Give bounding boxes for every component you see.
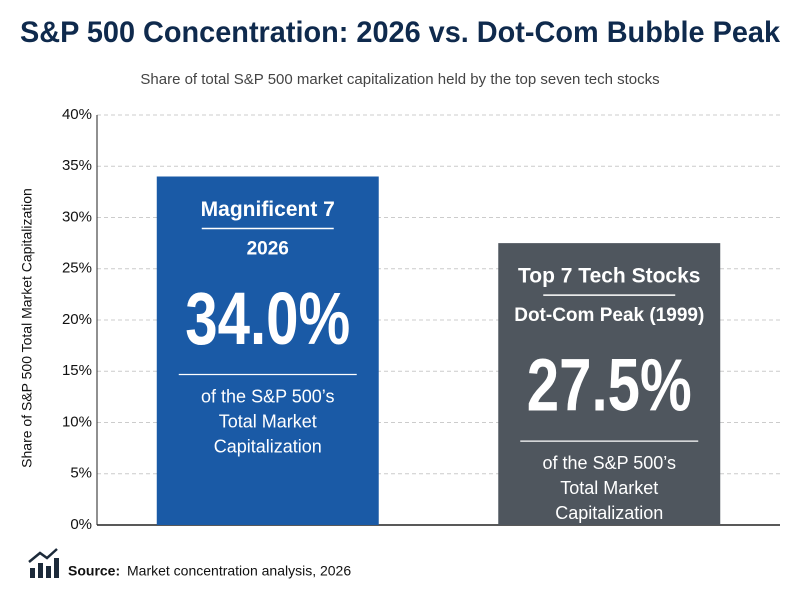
bar-name: Magnificent 7: [201, 198, 335, 221]
y-axis-title: Share of S&P 500 Total Market Capitaliza…: [19, 188, 35, 468]
y-tick-label: 20%: [62, 311, 92, 328]
bar-sublabel: Dot-Com Peak (1999): [514, 305, 704, 326]
bar-value-label: 34.0%: [185, 277, 350, 360]
y-tick-label: 40%: [62, 106, 92, 123]
y-tick-label: 15%: [62, 362, 92, 379]
bar-note: of the S&P 500’s: [543, 453, 676, 473]
bar-sublabel: 2026: [247, 239, 289, 260]
y-tick-label: 35%: [62, 157, 92, 174]
source-label: Source:: [68, 563, 120, 579]
y-tick-label: 25%: [62, 260, 92, 277]
bar: [498, 243, 721, 525]
source-icon: [28, 548, 59, 578]
bar-note: Total Market: [560, 478, 658, 498]
bar-name: Top 7 Tech Stocks: [518, 265, 700, 288]
y-tick-label: 0%: [70, 516, 92, 533]
y-tick-label: 5%: [70, 465, 92, 482]
source-text: Market concentration analysis, 2026: [127, 563, 351, 579]
bar-value-label: 27.5%: [527, 344, 692, 427]
bar-note: Capitalization: [555, 503, 663, 523]
bar-note: of the S&P 500’s: [201, 386, 334, 406]
bar-note: Total Market: [219, 411, 317, 431]
chart-title: S&P 500 Concentration: 2026 vs. Dot-Com …: [20, 16, 780, 49]
y-tick-label: 30%: [62, 208, 92, 225]
chart-subtitle: Share of total S&P 500 market capitaliza…: [140, 71, 659, 88]
bar-note: Capitalization: [214, 436, 322, 456]
y-tick-label: 10%: [62, 413, 92, 430]
bar: [156, 176, 379, 525]
